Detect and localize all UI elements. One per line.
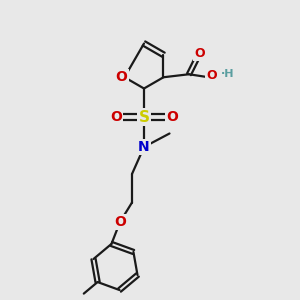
Text: N: N xyxy=(138,140,150,154)
Text: O: O xyxy=(206,69,217,82)
Text: O: O xyxy=(194,47,205,60)
Text: ·H: ·H xyxy=(221,69,235,79)
Text: S: S xyxy=(139,110,149,124)
Text: O: O xyxy=(110,110,122,124)
Text: O: O xyxy=(114,215,126,229)
Text: O: O xyxy=(166,110,178,124)
Text: O: O xyxy=(116,70,128,84)
